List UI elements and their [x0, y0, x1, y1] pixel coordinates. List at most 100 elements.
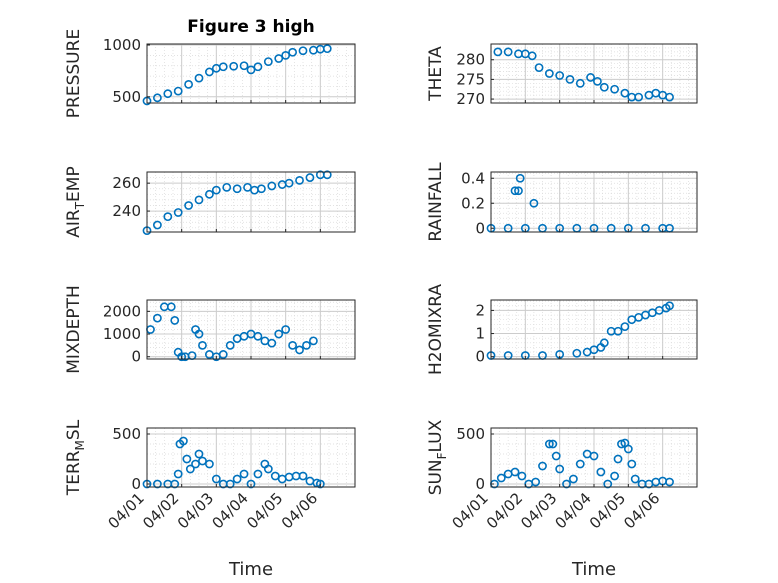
data-point	[610, 84, 619, 94]
axes-p6: 0 1 2 H2OMIXRA	[426, 284, 698, 375]
data-point	[198, 456, 207, 466]
data-point	[274, 54, 284, 63]
data-point	[225, 340, 235, 350]
x-tick-label: 04/06	[620, 489, 663, 532]
figure-title: Figure 3 high	[187, 17, 315, 37]
data-point	[263, 57, 273, 66]
data-point	[194, 73, 204, 83]
data-point	[284, 178, 294, 188]
axes-p1: 500 1000 PRESSURE	[64, 29, 356, 118]
data-point	[565, 75, 575, 84]
x-axis-label-right: Time	[571, 559, 616, 580]
x-tick-label: 04/04	[552, 489, 595, 532]
data-point	[315, 479, 325, 489]
data-point	[267, 338, 277, 348]
data-point	[253, 469, 263, 479]
data-point	[173, 86, 183, 96]
data-point	[627, 459, 637, 469]
y-tick-label: 0	[131, 348, 141, 366]
data-point	[529, 198, 539, 208]
x-tick-label: 04/03	[517, 489, 560, 532]
data-point	[256, 184, 266, 194]
data-point	[308, 336, 318, 346]
y-axis-label-p3: AIRTEMP	[64, 166, 87, 237]
data-point	[551, 451, 561, 461]
y-tick-label: 240	[112, 202, 141, 220]
data-point	[613, 454, 623, 464]
y-tick-label: 0	[131, 475, 141, 493]
data-point	[613, 326, 623, 336]
data-point	[204, 189, 214, 199]
data-point	[510, 467, 520, 477]
data-point	[232, 184, 242, 194]
data-point	[493, 47, 503, 57]
data-point	[596, 467, 606, 477]
data-point	[555, 464, 565, 474]
data-point	[177, 352, 187, 362]
data-point	[239, 61, 249, 71]
y-tick-label: 500	[112, 88, 141, 106]
x-tick-label: 04/01	[449, 489, 492, 532]
y-axis-label-p8: SUNFLUX	[426, 419, 449, 495]
y-axis-label-p6: H2OMIXRA	[426, 284, 446, 375]
y-tick-label: 275	[456, 70, 485, 88]
data-point	[253, 331, 263, 341]
data-point	[218, 350, 228, 359]
data-point	[620, 88, 630, 98]
y-axis-label-p2: THETA	[426, 46, 446, 102]
data-point	[173, 469, 183, 479]
data-point	[288, 340, 297, 350]
data-point	[620, 322, 630, 332]
data-point	[665, 92, 674, 102]
y-tick-label: 2000	[103, 302, 141, 320]
data-point	[510, 186, 520, 196]
data-point	[515, 173, 525, 183]
data-point	[538, 461, 547, 471]
data-point	[603, 479, 613, 489]
y-tick-label: 1000	[103, 36, 141, 54]
y-tick-label: 270	[456, 90, 485, 108]
data-point	[225, 479, 235, 489]
data-point	[152, 220, 162, 230]
data-point	[152, 313, 162, 323]
y-axis-label-p7: TERRMSL	[64, 419, 87, 496]
data-point	[185, 464, 195, 474]
y-axis-label-p1: PRESSURE	[64, 29, 84, 118]
axes-p5: 0 1000 2000 MIXDEPTH	[64, 285, 356, 374]
y-tick-label: 280	[456, 51, 485, 69]
data-point	[496, 473, 506, 483]
data-point	[548, 439, 558, 449]
data-point	[267, 181, 277, 191]
y-tick-label: 260	[112, 174, 141, 192]
y-axis-label-p4: RAINFALL	[426, 162, 446, 242]
x-tick-label: 04/03	[174, 489, 217, 532]
data-point	[517, 471, 527, 481]
data-point	[575, 459, 585, 469]
data-point	[572, 348, 582, 358]
data-point	[166, 302, 176, 312]
data-point	[281, 325, 291, 334]
data-point	[263, 464, 273, 474]
data-point	[229, 61, 239, 71]
data-point	[610, 471, 619, 481]
data-point	[630, 474, 640, 484]
data-point	[514, 186, 523, 196]
x-tick-label: 04/05	[243, 489, 286, 532]
data-point	[569, 474, 578, 484]
y-tick-label: 500	[112, 425, 141, 443]
data-point	[194, 449, 204, 459]
data-point	[222, 182, 232, 192]
data-point	[302, 340, 311, 350]
data-point	[544, 69, 554, 78]
x-tick-label: 04/06	[278, 489, 321, 532]
data-point	[246, 479, 256, 489]
data-point	[562, 479, 571, 489]
data-point	[665, 301, 674, 311]
x-tick-label: 04/05	[586, 489, 629, 532]
data-point	[170, 316, 180, 325]
data-point	[288, 47, 297, 57]
data-point	[274, 329, 284, 339]
data-point	[253, 62, 263, 72]
